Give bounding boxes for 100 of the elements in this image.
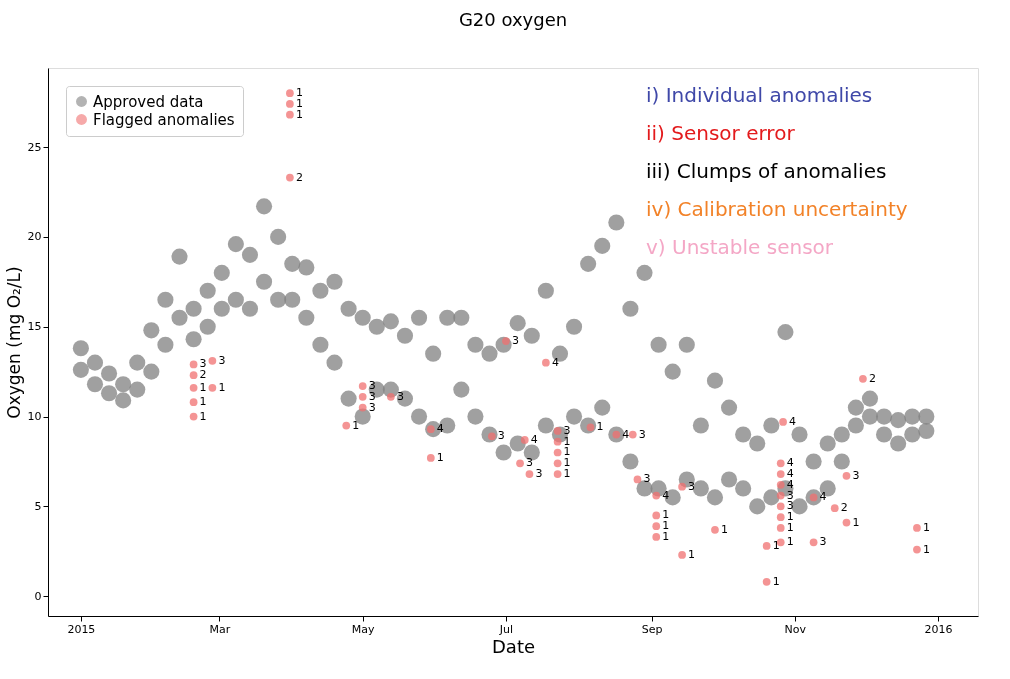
annotation: 2: [295, 170, 303, 184]
y-tick-label: 5: [34, 499, 42, 513]
annotation: 4: [662, 488, 670, 502]
annotation: 3: [638, 427, 646, 441]
annotation: 4: [530, 432, 538, 446]
y-axis-title: Oxygen (mg O₂/L): [3, 266, 24, 419]
annotation: 3: [688, 479, 696, 493]
annotation: 1: [295, 107, 303, 121]
point: [842, 518, 851, 527]
point: [358, 403, 367, 412]
x-tick-label: 2016: [924, 622, 953, 636]
annotation: iv) Calibration uncertainty: [646, 197, 908, 221]
annotation: 1: [922, 520, 930, 534]
annotation: 4: [622, 427, 630, 441]
point: [553, 437, 562, 446]
point: [208, 357, 217, 365]
annotation: 3: [218, 353, 226, 367]
legend-label: Flagged anomalies: [93, 110, 235, 129]
point: [678, 482, 686, 491]
point: [520, 436, 529, 444]
point: [387, 392, 395, 401]
point: [809, 538, 818, 547]
point: [553, 470, 562, 478]
annotation: 3: [852, 468, 860, 482]
point: [652, 533, 661, 541]
annotation: 4: [789, 414, 797, 428]
annotation: 3: [497, 429, 505, 443]
annotation: 1: [199, 409, 207, 423]
point: [553, 459, 562, 468]
annotation: 3: [526, 456, 534, 470]
annotation: 1: [563, 467, 571, 481]
annotation: 1: [688, 547, 696, 561]
annotation: 1: [852, 515, 860, 529]
annotation: 2: [199, 368, 207, 382]
annotation: 3: [199, 357, 207, 371]
y-tick-label: 25: [27, 140, 42, 154]
annotation: 3: [786, 499, 794, 513]
point: [776, 491, 785, 500]
annotation: 1: [218, 380, 226, 394]
point: [762, 542, 771, 550]
x-tick-label: Sep: [641, 622, 663, 636]
annotation: 1: [720, 522, 728, 536]
point: [779, 418, 787, 426]
point: [859, 374, 867, 383]
annotation: 1: [563, 445, 571, 459]
annotation: 3: [563, 423, 571, 437]
point: [628, 430, 637, 439]
point: [189, 398, 198, 407]
point: [342, 421, 351, 430]
annotation: 1: [199, 395, 207, 409]
point: [358, 382, 367, 390]
y-tick-label: 10: [27, 410, 42, 424]
annotation: 4: [436, 422, 444, 436]
annotation: iii) Clumps of anomalies: [646, 159, 887, 183]
annotation: 2: [868, 371, 876, 385]
annotation: 3: [396, 389, 404, 403]
x-tick-label: Jul: [498, 622, 514, 636]
legend-label: Approved data: [93, 92, 204, 111]
point: [776, 470, 785, 478]
annotation: 3: [786, 488, 794, 502]
annotation: 1: [786, 535, 794, 549]
y-tick-label: 20: [27, 230, 42, 244]
point: [913, 524, 921, 532]
point: [208, 383, 217, 392]
x-tick-label: Nov: [784, 622, 807, 636]
annotation: 3: [535, 467, 543, 481]
x-tick-label: Mar: [209, 622, 231, 636]
point: [776, 480, 785, 489]
point: [711, 525, 719, 534]
annotation: 2: [840, 501, 848, 515]
y-tick-label: 0: [34, 589, 42, 603]
annotation: 4: [786, 456, 794, 470]
annotation: 1: [922, 542, 930, 556]
point: [776, 502, 785, 511]
point: [189, 412, 198, 421]
point: [652, 511, 661, 520]
point: [189, 371, 198, 380]
x-axis-title: Date: [491, 635, 536, 657]
point: [189, 360, 198, 369]
point: [633, 475, 642, 484]
point: [913, 545, 921, 554]
point: [830, 504, 839, 513]
annotation: 4: [551, 355, 559, 369]
annotation: v) Unstable sensor: [646, 235, 834, 259]
annotation: 1: [352, 418, 360, 432]
x-tick-label: May: [351, 622, 376, 636]
x-tick-label: 2015: [67, 622, 96, 636]
point: [286, 110, 294, 119]
annotation: 3: [643, 472, 651, 486]
annotation: 3: [368, 400, 376, 414]
annotation: 1: [436, 450, 444, 464]
point: [842, 471, 851, 480]
point: [553, 448, 562, 457]
point: [286, 89, 294, 98]
point: [358, 392, 367, 401]
point: [678, 551, 686, 559]
annotation: 3: [819, 535, 827, 549]
point: [776, 524, 785, 532]
point: [189, 383, 198, 392]
annotation: 1: [199, 380, 207, 394]
